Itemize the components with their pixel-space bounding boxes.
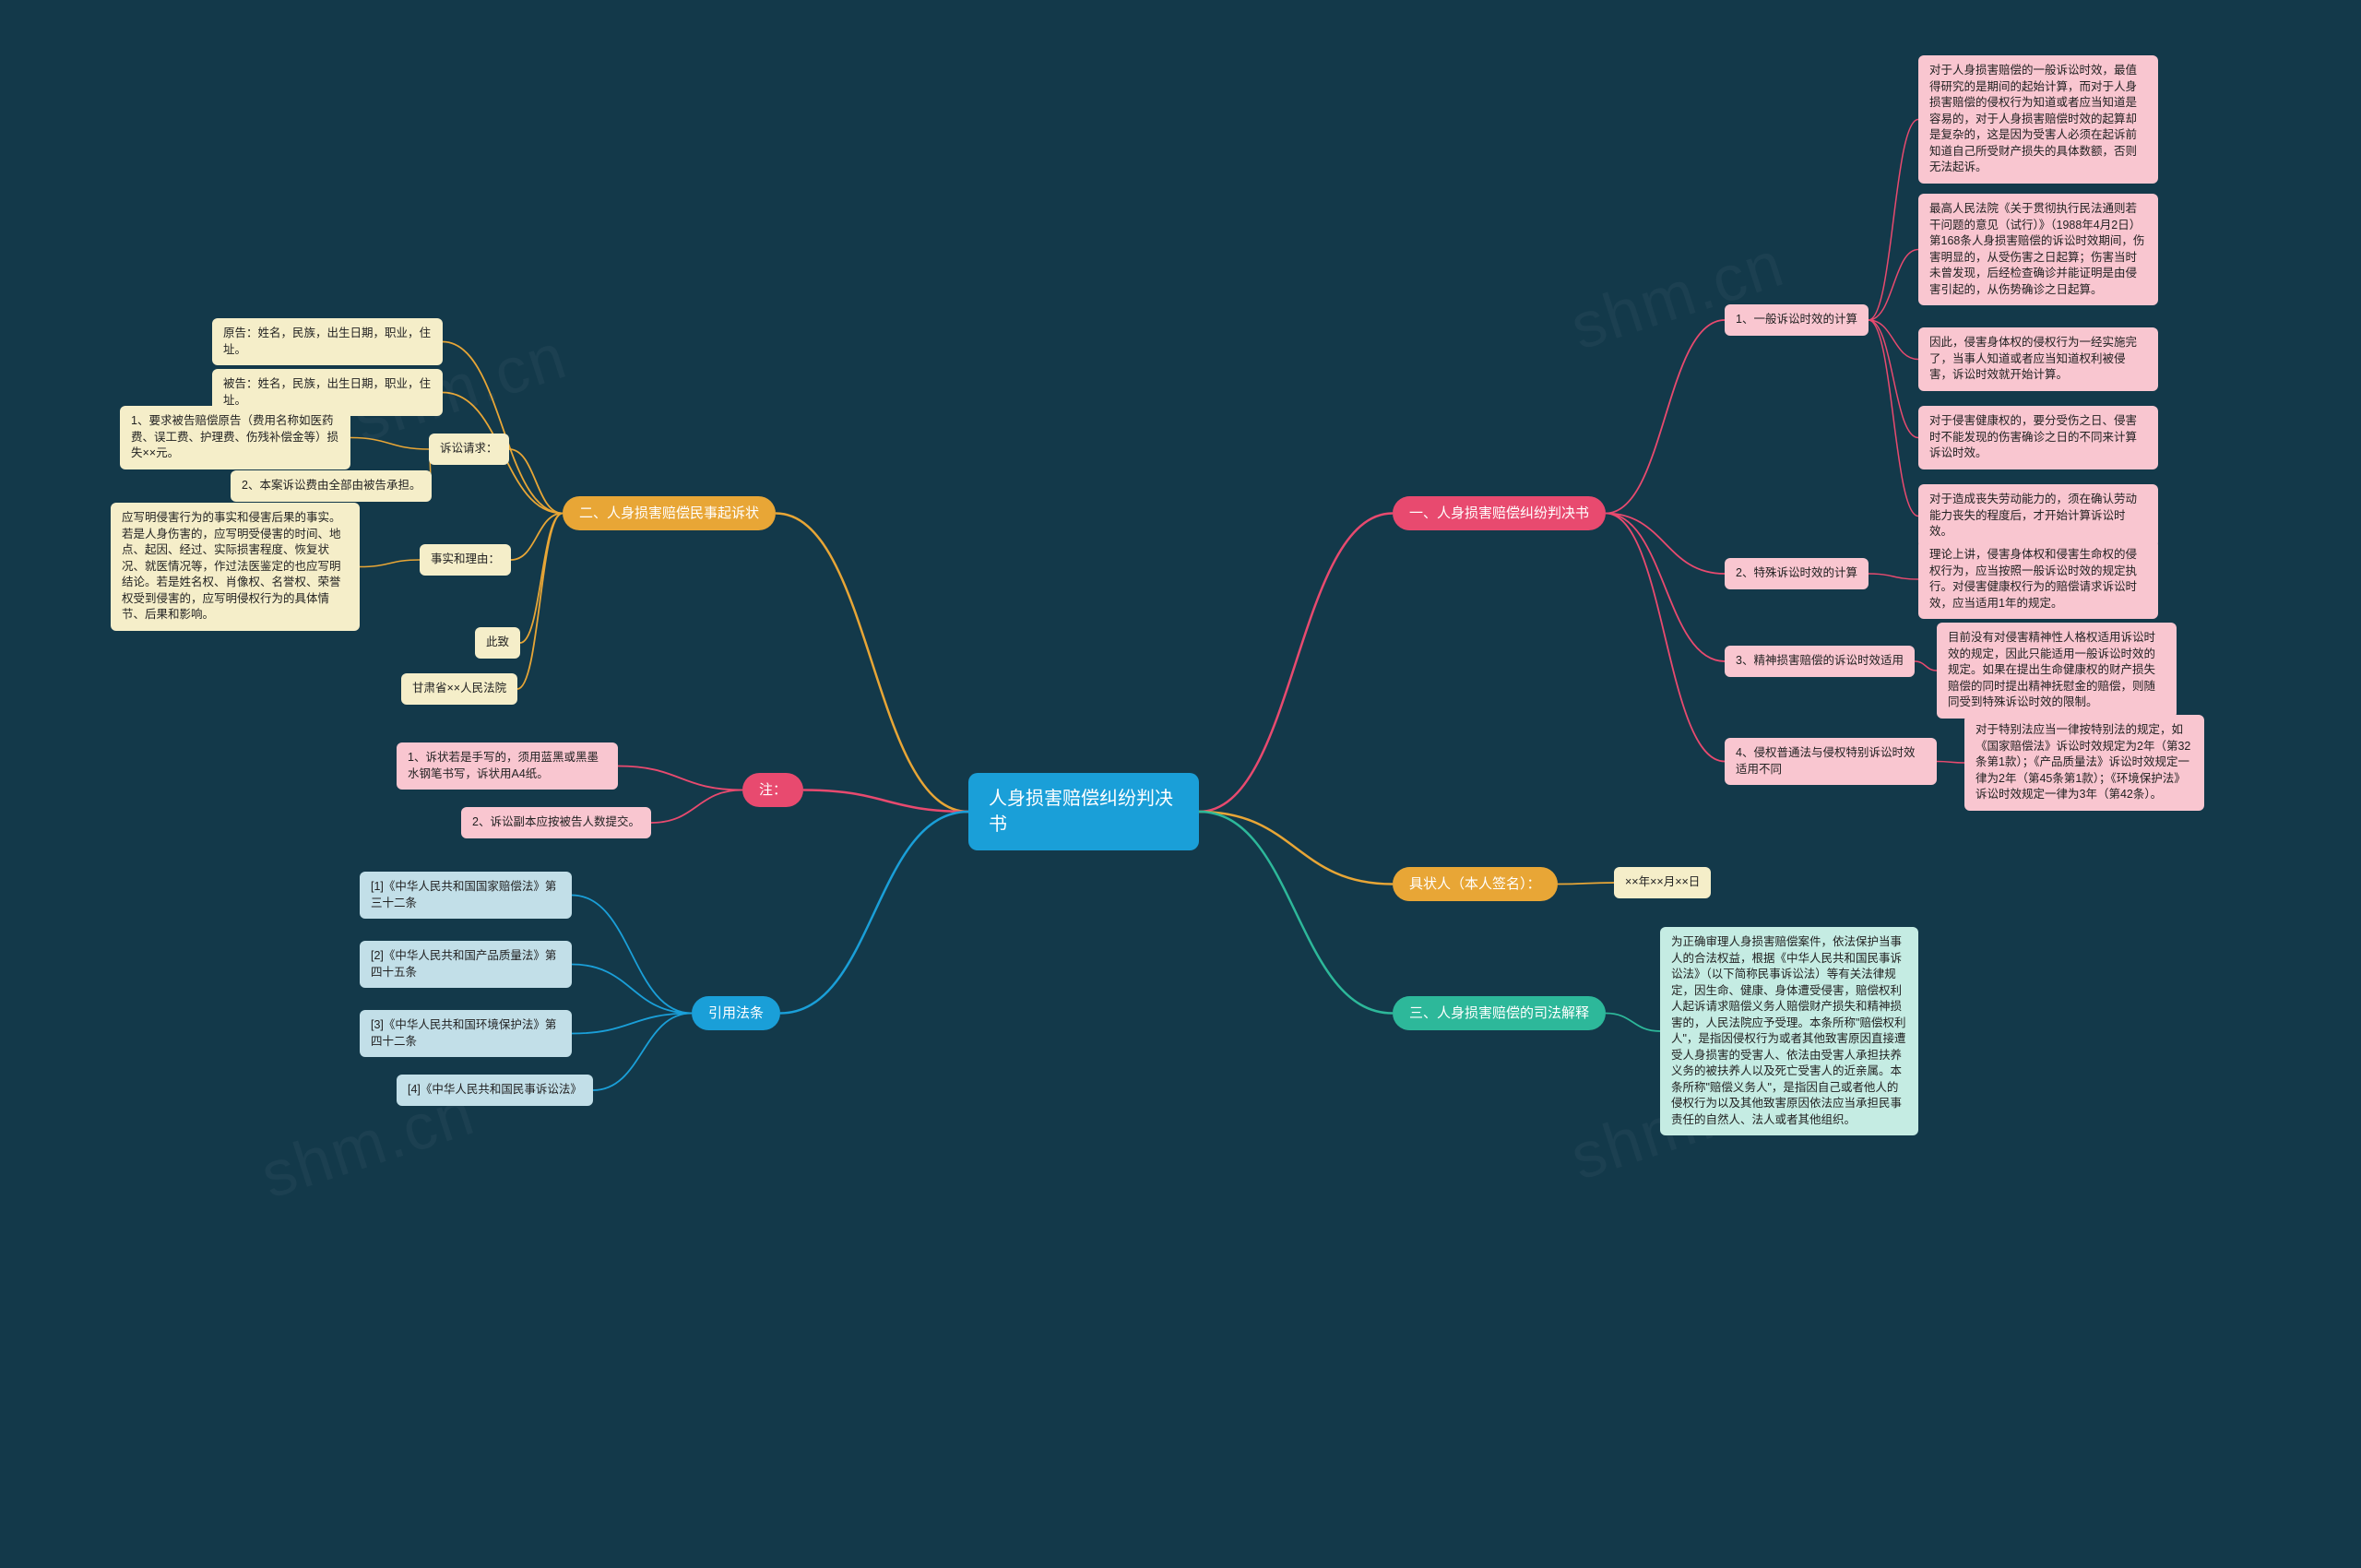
leaf-node: 最高人民法院《关于贯彻执行民法通则若干问题的意见（试行）》（1988年4月2日）… <box>1918 194 2158 305</box>
leaf-node: [1]《中华人民共和国国家赔偿法》第三十二条 <box>360 872 572 919</box>
branch-node: 引用法条 <box>692 996 780 1030</box>
root-node: 人身损害赔偿纠纷判决书 <box>968 773 1199 850</box>
leaf-node: [3]《中华人民共和国环境保护法》第四十二条 <box>360 1010 572 1057</box>
leaf-node: ××年××月××日 <box>1614 867 1711 898</box>
leaf-node: 此致 <box>475 627 520 659</box>
leaf-node: 2、特殊诉讼时效的计算 <box>1725 558 1869 589</box>
leaf-node: 应写明侵害行为的事实和侵害后果的事实。若是人身伤害的，应写明受侵害的时间、地点、… <box>111 503 360 631</box>
leaf-node: 为正确审理人身损害赔偿案件，依法保护当事人的合法权益，根据《中华人民共和国民事诉… <box>1660 927 1918 1135</box>
branch-node: 注： <box>742 773 803 807</box>
branch-node: 具状人（本人签名）： <box>1393 867 1558 901</box>
branch-node: 三、人身损害赔偿的司法解释 <box>1393 996 1606 1030</box>
branch-node: 一、人身损害赔偿纠纷判决书 <box>1393 496 1606 530</box>
leaf-node: 目前没有对侵害精神性人格权适用诉讼时效的规定，因此只能适用一般诉讼时效的规定。如… <box>1937 623 2177 719</box>
leaf-node: 甘肃省××人民法院 <box>401 673 517 705</box>
leaf-node: 2、本案诉讼费由全部由被告承担。 <box>231 470 432 502</box>
leaf-node: 事实和理由： <box>420 544 511 576</box>
leaf-node: 2、诉讼副本应按被告人数提交。 <box>461 807 651 838</box>
leaf-node: 对于人身损害赔偿的一般诉讼时效，最值得研究的是期间的起始计算，而对于人身损害赔偿… <box>1918 55 2158 184</box>
leaf-node: 对于造成丧失劳动能力的，须在确认劳动能力丧失的程度后，才开始计算诉讼时效。 <box>1918 484 2158 548</box>
leaf-node: 4、侵权普通法与侵权特别诉讼时效适用不同 <box>1725 738 1937 785</box>
leaf-node: 原告：姓名，民族，出生日期，职业，住址。 <box>212 318 443 365</box>
watermark: shm.cn <box>1561 226 1793 364</box>
leaf-node: 1、一般诉讼时效的计算 <box>1725 304 1869 336</box>
leaf-node: 3、精神损害赔偿的诉讼时效适用 <box>1725 646 1915 677</box>
leaf-node: 1、诉状若是手写的，须用蓝黑或黑墨水钢笔书写，诉状用A4纸。 <box>397 742 618 790</box>
leaf-node: [2]《中华人民共和国产品质量法》第四十五条 <box>360 941 572 988</box>
leaf-node: 诉讼请求： <box>429 434 509 465</box>
leaf-node: 因此，侵害身体权的侵权行为一经实施完了，当事人知道或者应当知道权利被侵害，诉讼时… <box>1918 327 2158 391</box>
leaf-node: 1、要求被告赔偿原告（费用名称如医药费、误工费、护理费、伤残补偿金等）损失××元… <box>120 406 350 469</box>
leaf-node: 对于特别法应当一律按特别法的规定，如《国家赔偿法》诉讼时效规定为2年（第32条第… <box>1964 715 2204 811</box>
branch-node: 二、人身损害赔偿民事起诉状 <box>563 496 776 530</box>
leaf-node: 理论上讲，侵害身体权和侵害生命权的侵权行为，应当按照一般诉讼时效的规定执行。对侵… <box>1918 540 2158 619</box>
leaf-node: [4]《中华人民共和国民事诉讼法》 <box>397 1075 593 1106</box>
leaf-node: 对于侵害健康权的，要分受伤之日、侵害时不能发现的伤害确诊之日的不同来计算诉讼时效… <box>1918 406 2158 469</box>
